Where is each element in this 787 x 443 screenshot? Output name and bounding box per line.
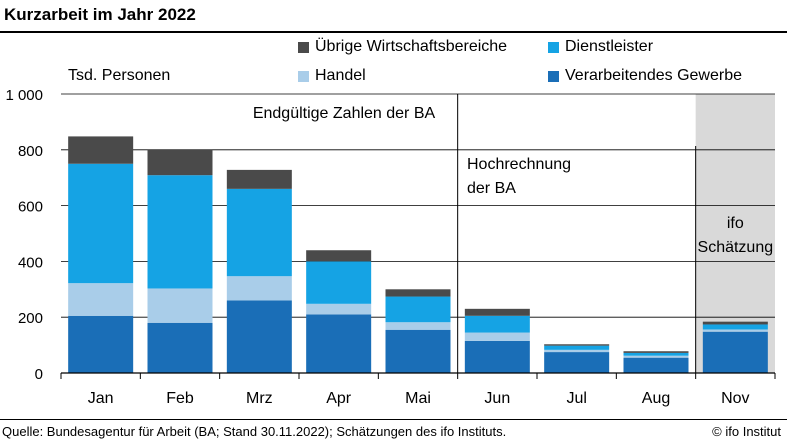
bar-segment [385,322,451,330]
bar-segment [68,315,134,373]
legend-label-uebrige: Übrige Wirtschaftsbereiche [315,38,508,55]
y-axis-tick-labels: 0 200 400 600 800 1 000 [5,87,43,383]
bar-segment [623,357,689,373]
x-tick-label: Aug [642,390,670,407]
x-tick-label: Mrz [246,390,273,407]
bar-segment [702,324,768,330]
y-tick-label: 400 [18,254,43,271]
copyright: © ifo Institut [712,424,781,439]
annotation-ifo-estimate: ifo Schätzung [698,215,774,256]
bar-segment [226,276,292,301]
bar-segment [226,188,292,277]
bar-segment [544,349,610,353]
legend-swatch-handel [298,70,309,82]
chart-title: Kurzarbeit im Jahr 2022 [4,5,196,24]
bars [68,136,768,373]
y-tick-label: 600 [18,199,43,216]
legend-swatch-verarbeitendes [548,70,559,82]
x-tick-label: Jul [566,390,586,407]
bar-segment [147,149,213,176]
title-rule [0,31,787,33]
legend-item-verarbeitendes: Verarbeitendes Gewerbe [548,67,742,85]
bar-segment [464,332,530,341]
bar-segment [623,351,689,353]
x-tick-label: Mai [405,390,431,407]
legend-swatch-uebrige [298,41,309,53]
bar-segment [385,329,451,373]
bar-segment [464,308,530,316]
bar-segment [147,288,213,323]
legend-item-dienstleister: Dienstleister [548,38,653,56]
bar-segment [544,345,610,350]
bar-segment [68,283,134,316]
bar-segment [544,352,610,373]
legend-label-handel: Handel [315,67,366,84]
x-tick-label: Apr [326,390,352,407]
x-tick-label: Jan [88,390,114,407]
legend-label-verarbeitendes: Verarbeitendes Gewerbe [565,67,742,84]
annotation-projection: Hochrechnung der BA [467,156,571,197]
x-tick-label: Jun [484,390,510,407]
bar-segment [306,261,372,304]
bar-segment [702,321,768,325]
bar-segment [306,314,372,373]
bar-segment [68,163,134,284]
bar-segment [385,296,451,323]
x-axis-tick-labels: Jan Feb Mrz Apr Mai Jun Jul Aug Nov [88,390,750,407]
y-axis-unit-label: Tsd. Personen [68,67,171,84]
x-axis-ticks [60,373,776,379]
bar-segment [226,169,292,189]
bar-segment [306,250,372,262]
footer-rule [0,419,787,420]
legend-label-dienstleister: Dienstleister [565,38,654,55]
bar-segment [306,303,372,315]
x-tick-label: Nov [721,390,749,407]
bar-segment [385,289,451,297]
y-tick-label: 0 [35,366,43,383]
bar-segment [702,331,768,373]
legend-swatch-dienstleister [548,41,559,53]
legend-item-uebrige: Übrige Wirtschaftsbereiche [298,38,507,56]
y-tick-label: 800 [18,143,43,160]
annotation-final-data: Endgültige Zahlen der BA [253,105,436,122]
y-tick-label: 1 000 [5,87,43,104]
bar-segment [623,352,689,356]
bar-segment [147,175,213,289]
bar-segment [226,300,292,373]
x-tick-label: Feb [166,390,194,407]
bar-segment [544,344,610,346]
y-tick-label: 200 [18,310,43,327]
source-note: Quelle: Bundesagentur für Arbeit (BA; St… [2,424,507,439]
bar-segment [147,322,213,373]
bar-segment [464,315,530,333]
bar-segment [623,355,689,358]
bar-segment [68,136,134,164]
legend-item-handel: Handel [298,67,366,85]
bar-segment [464,340,530,373]
bar-segment [702,329,768,332]
